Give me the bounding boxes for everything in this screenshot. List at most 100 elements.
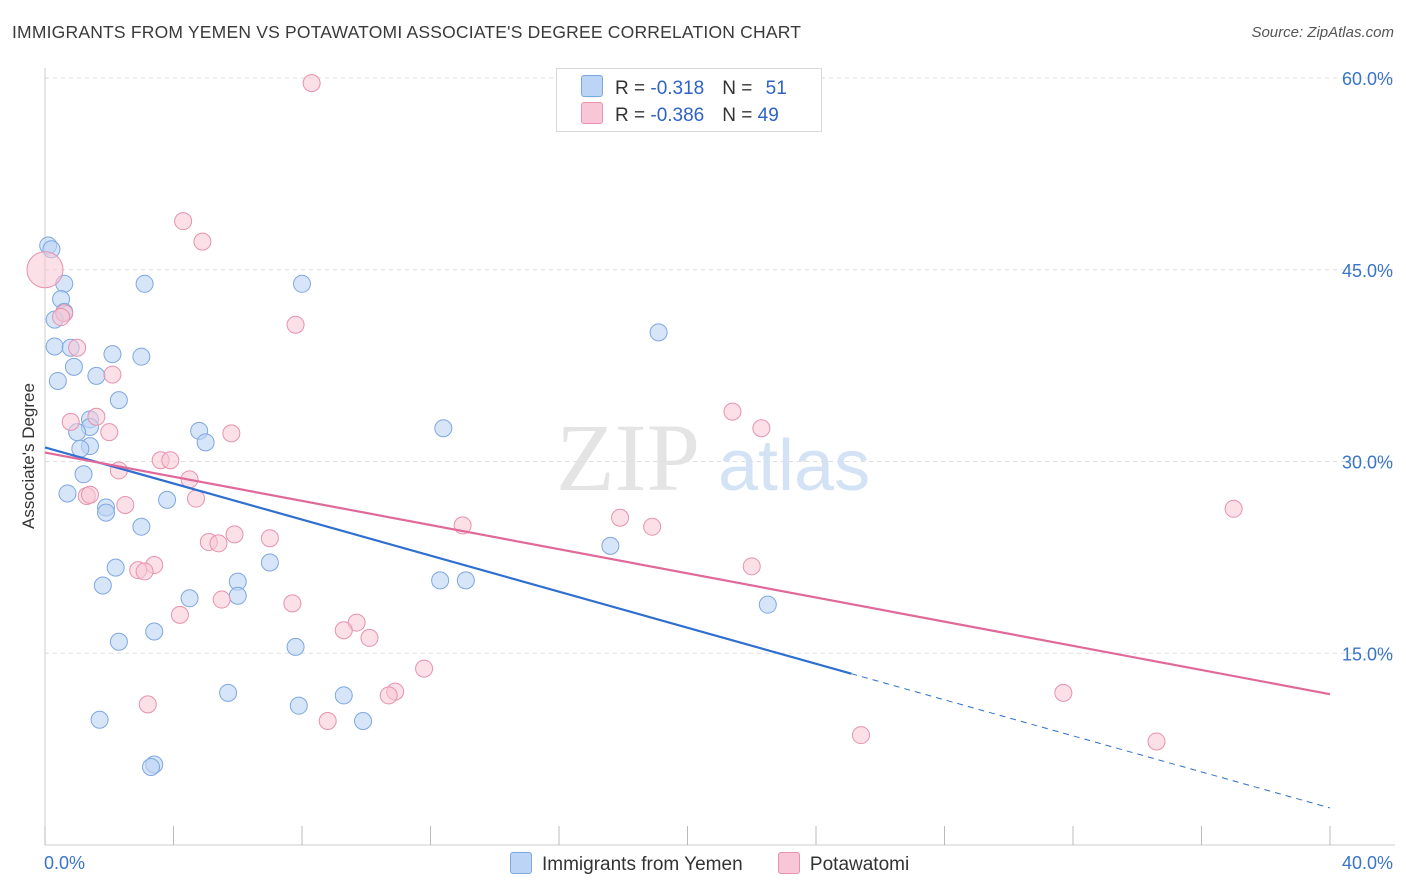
potawatomi-point <box>100 423 119 442</box>
y-tick-label: 45.0% <box>1342 261 1393 281</box>
potawatomi-point <box>283 594 302 613</box>
yemen-point <box>74 465 93 484</box>
yemen-point <box>289 696 308 715</box>
y-tick-label: 15.0% <box>1342 644 1393 664</box>
yemen-point <box>354 712 373 731</box>
bottom-legend-swatch-yemen <box>510 852 532 874</box>
grid-lines <box>45 77 1395 654</box>
yemen-point <box>145 622 164 641</box>
yemen-point <box>64 357 83 376</box>
potawatomi-point <box>643 517 662 536</box>
potawatomi-point <box>61 412 80 431</box>
axes <box>44 68 1395 846</box>
yemen-point <box>97 503 116 522</box>
potawatomi-point <box>80 485 99 504</box>
legend-r-value: -0.318 <box>650 78 705 99</box>
legend-r-value: -0.386 <box>650 105 705 126</box>
legend-r-label: R = <box>615 78 651 99</box>
watermark-zip: ZIP <box>556 404 700 511</box>
yemen-point <box>45 337 64 356</box>
yemen-point <box>48 371 67 390</box>
potawatomi-point <box>170 605 189 624</box>
potawatomi-point <box>193 232 212 251</box>
potawatomi-point <box>302 74 321 93</box>
y-axis-label: Associate's Degree <box>19 383 38 529</box>
legend-swatch-yemen <box>581 75 603 97</box>
legend-row-potawatomi: R = -0.386 N = 49 <box>581 102 779 128</box>
potawatomi-point <box>1224 499 1243 518</box>
potawatomi-point <box>752 419 771 438</box>
potawatomi-point <box>334 621 353 640</box>
y-tick-label: 60.0% <box>1342 69 1393 89</box>
potawatomi-point <box>116 495 135 514</box>
yemen-point <box>90 710 109 729</box>
legend-n-value: 51 <box>765 78 787 99</box>
potawatomi-point <box>723 402 742 421</box>
yemen-point <box>286 637 305 656</box>
bottom-legend-label-yemen: Immigrants from Yemen <box>542 854 743 875</box>
potawatomi-point <box>87 407 106 426</box>
yemen-point <box>87 366 106 385</box>
yemen-trend-extension <box>851 673 1331 809</box>
potawatomi-point <box>415 659 434 678</box>
potawatomi-point <box>174 212 193 231</box>
yemen-point <box>132 517 151 536</box>
yemen-point <box>93 576 112 595</box>
potawatomi-point <box>260 529 279 548</box>
watermark-atlas: atlas <box>718 426 870 506</box>
yemen-point <box>434 419 453 438</box>
yemen-point <box>601 536 620 555</box>
bottom-legend-swatch-potawatomi <box>777 852 800 874</box>
potawatomi-point <box>1147 732 1166 751</box>
source-label: Source: ZipAtlas.com <box>1251 24 1394 41</box>
bottom-legend: Immigrants from Yemen Potawatomi <box>510 852 939 876</box>
yemen-point <box>109 391 128 410</box>
yemen-point <box>58 484 77 503</box>
potawatomi-point <box>209 534 228 553</box>
yemen-point <box>106 558 125 577</box>
potawatomi-point <box>26 251 64 289</box>
yemen-point <box>219 683 238 702</box>
potawatomi-point <box>318 712 337 731</box>
potawatomi-point <box>161 451 180 470</box>
legend-swatch-potawatomi <box>581 102 603 124</box>
potawatomi-point <box>225 525 244 544</box>
bottom-legend-yemen[interactable]: Immigrants from Yemen <box>510 852 743 876</box>
bottom-legend-label-potawatomi: Potawatomi <box>809 854 910 875</box>
potawatomi-point <box>138 695 157 714</box>
legend-n-value: 49 <box>757 105 779 126</box>
yemen-trend-line <box>44 446 852 675</box>
yemen-point <box>456 571 475 590</box>
potawatomi-point <box>222 424 241 443</box>
yemen-point <box>334 686 353 705</box>
potawatomi-point <box>286 315 305 334</box>
potawatomi-point <box>135 562 154 581</box>
yemen-point <box>260 553 279 572</box>
chart-title: IMMIGRANTS FROM YEMEN VS POTAWATOMI ASSO… <box>12 22 802 42</box>
legend-r-label: R = <box>615 105 651 126</box>
yemen-point <box>103 345 122 364</box>
potawatomi-point <box>52 308 71 327</box>
legend-row-yemen: R = -0.318 N = 51 <box>581 75 787 101</box>
yemen-point <box>109 632 128 651</box>
yemen-point <box>196 433 215 452</box>
potawatomi-point <box>212 590 231 609</box>
x-tick-label: 0.0% <box>44 853 85 873</box>
yemen-point <box>293 274 311 293</box>
series-potawatomi-points <box>26 74 1243 751</box>
yemen-point <box>431 571 450 590</box>
yemen-point <box>135 274 154 293</box>
potawatomi-point <box>1054 683 1073 702</box>
potawatomi-point <box>68 338 87 357</box>
potawatomi-trend-line <box>44 451 1331 696</box>
x-tick-label: 40.0% <box>1342 853 1393 873</box>
potawatomi-point <box>851 726 870 745</box>
tick-labels: 15.0% 30.0% 45.0% 60.0% 0.0% 40.0% <box>44 69 1393 873</box>
yemen-point <box>132 347 151 366</box>
potawatomi-point <box>186 489 205 508</box>
bottom-legend-potawatomi[interactable]: Potawatomi <box>777 852 910 876</box>
yemen-point <box>158 490 177 509</box>
yemen-point <box>180 589 199 608</box>
trend-lines <box>44 446 1331 809</box>
potawatomi-point <box>103 365 122 384</box>
